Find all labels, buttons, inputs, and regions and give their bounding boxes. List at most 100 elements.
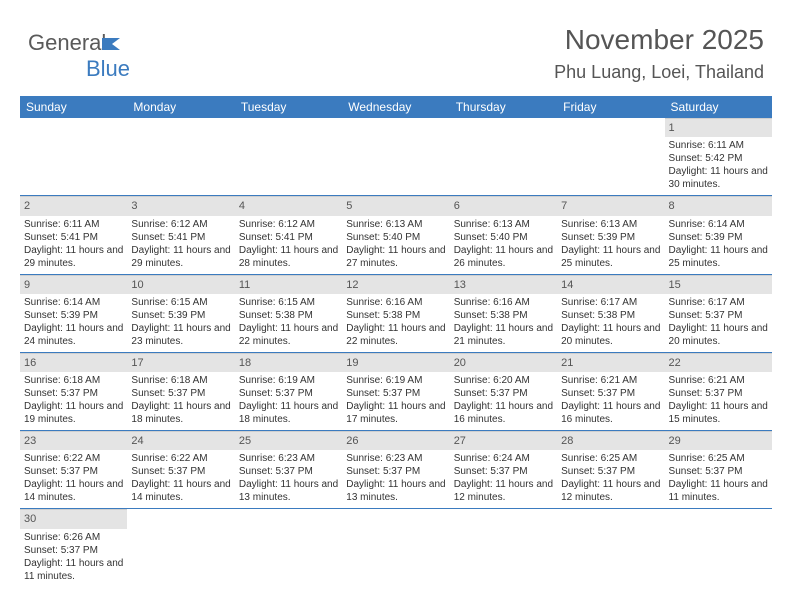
day-data	[450, 122, 557, 128]
day-data: Sunrise: 6:20 AMSunset: 5:37 PMDaylight:…	[450, 372, 557, 430]
calendar-cell: 16Sunrise: 6:18 AMSunset: 5:37 PMDayligh…	[20, 352, 127, 430]
day-data: Sunrise: 6:11 AMSunset: 5:42 PMDaylight:…	[665, 137, 772, 195]
calendar-cell: 20Sunrise: 6:20 AMSunset: 5:37 PMDayligh…	[450, 352, 557, 430]
day-data: Sunrise: 6:25 AMSunset: 5:37 PMDaylight:…	[557, 450, 664, 508]
calendar-cell	[557, 509, 664, 587]
day-number: 2	[20, 196, 127, 215]
day-data	[557, 513, 664, 519]
calendar-row: 30Sunrise: 6:26 AMSunset: 5:37 PMDayligh…	[20, 509, 772, 587]
day-data: Sunrise: 6:16 AMSunset: 5:38 PMDaylight:…	[342, 294, 449, 352]
calendar-cell	[342, 509, 449, 587]
location-text: Phu Luang, Loei, Thailand	[554, 62, 764, 83]
day-data	[450, 513, 557, 519]
day-data: Sunrise: 6:14 AMSunset: 5:39 PMDaylight:…	[20, 294, 127, 352]
calendar-cell	[665, 509, 772, 587]
calendar-cell: 26Sunrise: 6:23 AMSunset: 5:37 PMDayligh…	[342, 431, 449, 509]
day-number: 7	[557, 196, 664, 215]
calendar-row: 16Sunrise: 6:18 AMSunset: 5:37 PMDayligh…	[20, 352, 772, 430]
weekday-header: Thursday	[450, 96, 557, 118]
weekday-header: Wednesday	[342, 96, 449, 118]
day-number: 21	[557, 353, 664, 372]
calendar-cell: 2Sunrise: 6:11 AMSunset: 5:41 PMDaylight…	[20, 196, 127, 274]
calendar-cell: 30Sunrise: 6:26 AMSunset: 5:37 PMDayligh…	[20, 509, 127, 587]
day-data	[665, 513, 772, 519]
day-data: Sunrise: 6:14 AMSunset: 5:39 PMDaylight:…	[665, 216, 772, 274]
page-title: November 2025	[565, 24, 764, 56]
day-data	[127, 122, 234, 128]
day-data: Sunrise: 6:23 AMSunset: 5:37 PMDaylight:…	[235, 450, 342, 508]
day-number: 8	[665, 196, 772, 215]
day-data: Sunrise: 6:16 AMSunset: 5:38 PMDaylight:…	[450, 294, 557, 352]
calendar-cell: 7Sunrise: 6:13 AMSunset: 5:39 PMDaylight…	[557, 196, 664, 274]
calendar-cell	[127, 509, 234, 587]
day-number: 5	[342, 196, 449, 215]
calendar-cell: 6Sunrise: 6:13 AMSunset: 5:40 PMDaylight…	[450, 196, 557, 274]
day-number: 6	[450, 196, 557, 215]
day-data	[342, 122, 449, 128]
day-data: Sunrise: 6:15 AMSunset: 5:38 PMDaylight:…	[235, 294, 342, 352]
calendar-table: Sunday Monday Tuesday Wednesday Thursday…	[20, 96, 772, 587]
day-data	[235, 122, 342, 128]
day-number: 25	[235, 431, 342, 450]
day-number: 17	[127, 353, 234, 372]
calendar-cell: 15Sunrise: 6:17 AMSunset: 5:37 PMDayligh…	[665, 274, 772, 352]
calendar-row: 1Sunrise: 6:11 AMSunset: 5:42 PMDaylight…	[20, 118, 772, 196]
day-number: 30	[20, 509, 127, 528]
calendar-cell	[557, 118, 664, 196]
day-data: Sunrise: 6:17 AMSunset: 5:38 PMDaylight:…	[557, 294, 664, 352]
calendar-row: 2Sunrise: 6:11 AMSunset: 5:41 PMDaylight…	[20, 196, 772, 274]
logo: General Blue	[28, 30, 130, 82]
calendar-cell	[235, 118, 342, 196]
weekday-header: Sunday	[20, 96, 127, 118]
day-data: Sunrise: 6:13 AMSunset: 5:39 PMDaylight:…	[557, 216, 664, 274]
day-number: 3	[127, 196, 234, 215]
day-data: Sunrise: 6:12 AMSunset: 5:41 PMDaylight:…	[235, 216, 342, 274]
calendar-cell: 9Sunrise: 6:14 AMSunset: 5:39 PMDaylight…	[20, 274, 127, 352]
day-number: 16	[20, 353, 127, 372]
calendar-cell: 10Sunrise: 6:15 AMSunset: 5:39 PMDayligh…	[127, 274, 234, 352]
day-data: Sunrise: 6:13 AMSunset: 5:40 PMDaylight:…	[342, 216, 449, 274]
calendar-cell	[450, 509, 557, 587]
calendar-cell: 24Sunrise: 6:22 AMSunset: 5:37 PMDayligh…	[127, 431, 234, 509]
day-data	[342, 513, 449, 519]
day-data: Sunrise: 6:22 AMSunset: 5:37 PMDaylight:…	[20, 450, 127, 508]
calendar-cell: 25Sunrise: 6:23 AMSunset: 5:37 PMDayligh…	[235, 431, 342, 509]
day-data: Sunrise: 6:18 AMSunset: 5:37 PMDaylight:…	[20, 372, 127, 430]
calendar-cell: 23Sunrise: 6:22 AMSunset: 5:37 PMDayligh…	[20, 431, 127, 509]
day-number: 28	[557, 431, 664, 450]
day-data: Sunrise: 6:19 AMSunset: 5:37 PMDaylight:…	[342, 372, 449, 430]
calendar-row: 23Sunrise: 6:22 AMSunset: 5:37 PMDayligh…	[20, 431, 772, 509]
weekday-header: Monday	[127, 96, 234, 118]
day-data: Sunrise: 6:21 AMSunset: 5:37 PMDaylight:…	[557, 372, 664, 430]
weekday-header: Saturday	[665, 96, 772, 118]
calendar-cell: 11Sunrise: 6:15 AMSunset: 5:38 PMDayligh…	[235, 274, 342, 352]
day-data: Sunrise: 6:26 AMSunset: 5:37 PMDaylight:…	[20, 529, 127, 587]
logo-text-2: Blue	[86, 56, 130, 81]
calendar-cell	[127, 118, 234, 196]
weekday-header-row: Sunday Monday Tuesday Wednesday Thursday…	[20, 96, 772, 118]
weekday-header: Tuesday	[235, 96, 342, 118]
calendar-cell: 22Sunrise: 6:21 AMSunset: 5:37 PMDayligh…	[665, 352, 772, 430]
day-data: Sunrise: 6:23 AMSunset: 5:37 PMDaylight:…	[342, 450, 449, 508]
day-number: 4	[235, 196, 342, 215]
day-data: Sunrise: 6:19 AMSunset: 5:37 PMDaylight:…	[235, 372, 342, 430]
logo-text-1: General	[28, 30, 106, 55]
day-data: Sunrise: 6:12 AMSunset: 5:41 PMDaylight:…	[127, 216, 234, 274]
day-number: 22	[665, 353, 772, 372]
day-data: Sunrise: 6:21 AMSunset: 5:37 PMDaylight:…	[665, 372, 772, 430]
day-number: 11	[235, 275, 342, 294]
calendar-cell: 13Sunrise: 6:16 AMSunset: 5:38 PMDayligh…	[450, 274, 557, 352]
day-number: 13	[450, 275, 557, 294]
day-data: Sunrise: 6:25 AMSunset: 5:37 PMDaylight:…	[665, 450, 772, 508]
day-number: 18	[235, 353, 342, 372]
calendar-cell: 12Sunrise: 6:16 AMSunset: 5:38 PMDayligh…	[342, 274, 449, 352]
day-data	[20, 122, 127, 128]
calendar-cell	[342, 118, 449, 196]
day-number: 1	[665, 118, 772, 137]
calendar-cell: 8Sunrise: 6:14 AMSunset: 5:39 PMDaylight…	[665, 196, 772, 274]
calendar-cell: 14Sunrise: 6:17 AMSunset: 5:38 PMDayligh…	[557, 274, 664, 352]
day-data	[557, 122, 664, 128]
day-number: 10	[127, 275, 234, 294]
day-number: 12	[342, 275, 449, 294]
calendar-cell: 17Sunrise: 6:18 AMSunset: 5:37 PMDayligh…	[127, 352, 234, 430]
